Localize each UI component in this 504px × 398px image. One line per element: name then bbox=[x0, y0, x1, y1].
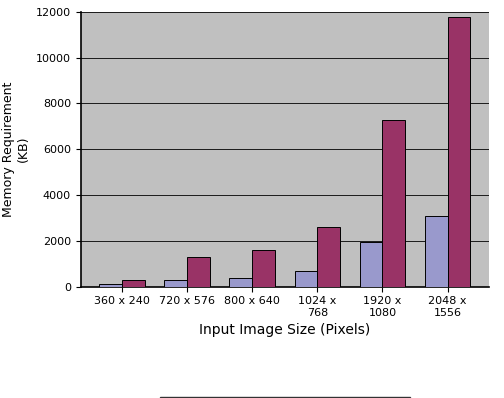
Bar bbox=[425, 216, 448, 287]
Bar bbox=[164, 280, 187, 287]
Bar bbox=[318, 227, 340, 287]
Bar bbox=[360, 242, 383, 287]
Bar bbox=[122, 280, 145, 287]
Bar bbox=[252, 250, 275, 287]
Bar bbox=[187, 257, 210, 287]
Bar bbox=[99, 284, 122, 287]
Y-axis label: Memory Requirement
(KB): Memory Requirement (KB) bbox=[2, 82, 30, 217]
Bar bbox=[448, 17, 470, 287]
Bar bbox=[383, 120, 405, 287]
Legend: Input Image, Integral Image: Input Image, Integral Image bbox=[160, 397, 410, 398]
Bar bbox=[294, 271, 318, 287]
X-axis label: Input Image Size (Pixels): Input Image Size (Pixels) bbox=[199, 324, 370, 338]
Bar bbox=[229, 278, 252, 287]
